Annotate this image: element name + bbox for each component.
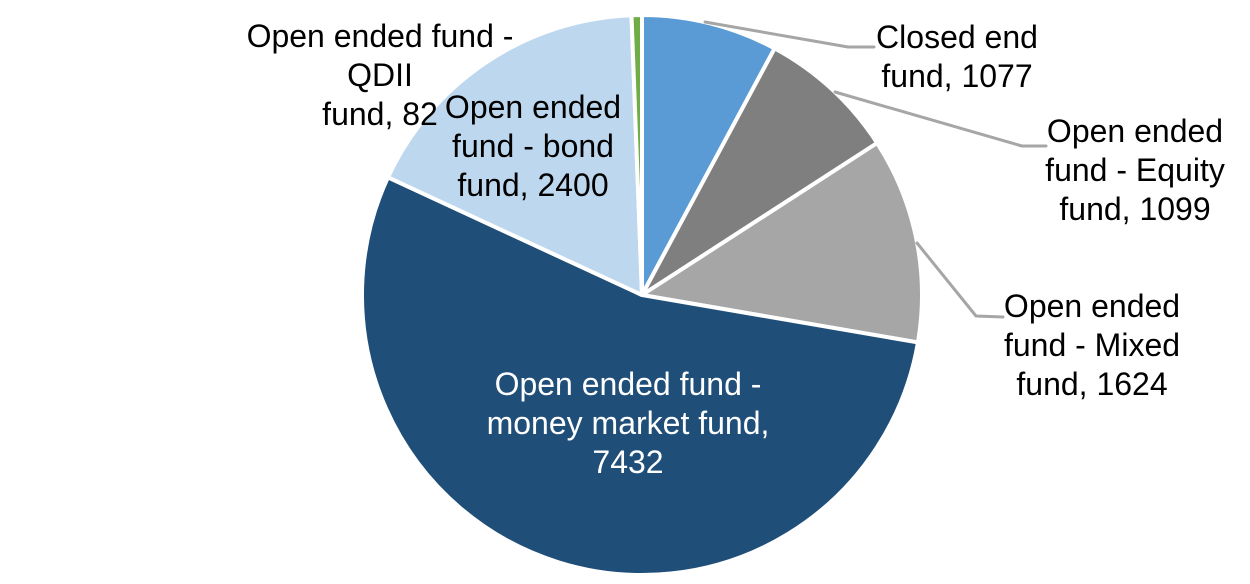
slice-label-open-ended-fund-qdii-fund: Open ended fund - QDII fund, 82 bbox=[246, 18, 514, 132]
slice-label-open-ended-fund-bond-fund: Open ended fund - bond fund, 2400 bbox=[444, 89, 622, 203]
leader-line-closed-end-fund bbox=[703, 20, 876, 49]
slice-label-open-ended-fund-mixed-fund: Open ended fund - Mixed fund, 1624 bbox=[1003, 288, 1181, 402]
pie-slice-open-ended-fund-money-market-fund bbox=[360, 175, 920, 577]
slice-label-closed-end-fund: Closed end fund, 1077 bbox=[876, 19, 1038, 94]
pie-slice-open-ended-fund-qdii-fund bbox=[629, 13, 644, 297]
pie-slice-open-ended-fund-bond-fund bbox=[385, 13, 644, 297]
slice-label-open-ended-fund-equity-fund: Open ended fund - Equity fund, 1099 bbox=[1045, 113, 1225, 227]
leader-line-open-ended-fund-equity-fund bbox=[833, 90, 1048, 148]
pie-slice-open-ended-fund-equity-fund bbox=[640, 46, 880, 297]
pie-slice-open-ended-fund-mixed-fund bbox=[640, 141, 924, 345]
slice-label-open-ended-fund-money-market-fund: Open ended fund - money market fund, 743… bbox=[486, 366, 770, 480]
leader-line-open-ended-fund-mixed-fund bbox=[915, 241, 1005, 319]
